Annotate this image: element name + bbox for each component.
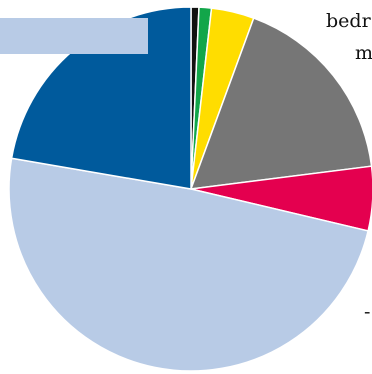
pie-slice-6: [8, 157, 370, 372]
annotation-label-3: -: [364, 301, 370, 323]
pie-slice-4: [189, 17, 372, 190]
legend-swatch: [0, 18, 148, 54]
pie-slices: [8, 6, 372, 372]
annotation-label-2: m: [355, 42, 372, 64]
annotation-label-1: bedr: [326, 10, 372, 32]
